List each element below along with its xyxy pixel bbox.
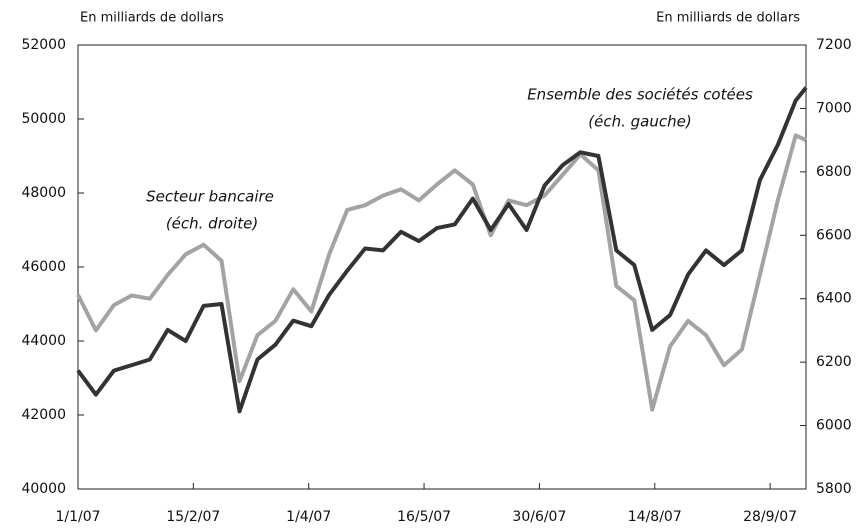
annotation: Secteur bancaire (146, 188, 274, 206)
x-tick-label: 30/6/07 (512, 509, 566, 525)
y2-tick-label: 7000 (816, 100, 852, 116)
y2-tick-label: 6200 (816, 354, 852, 370)
y-tick-label: 40000 (21, 481, 66, 497)
y-tick-label: 46000 (21, 259, 66, 275)
x-tick-label: 15/2/07 (166, 509, 220, 525)
y2-tick-label: 6000 (816, 418, 852, 434)
y-tick-label: 42000 (21, 407, 66, 423)
x-tick-label: 16/5/07 (397, 509, 451, 525)
annotation: (éch. gauche) (588, 113, 691, 131)
y2-tick-label: 5800 (816, 481, 852, 497)
y-tick-label: 44000 (21, 333, 66, 349)
y2-tick-label: 6400 (816, 291, 852, 307)
annotation: (éch. droite) (166, 215, 258, 233)
data-line (76, 133, 807, 412)
x-tick-label: 1/1/07 (55, 509, 100, 525)
y2-tick-label: 7200 (816, 37, 852, 53)
y2-tick-label: 6800 (816, 164, 852, 180)
x-tick-label: 28/9/07 (743, 509, 797, 525)
x-tick-label: 1/4/07 (286, 509, 331, 525)
y2-axis-label: En milliards de dollars (656, 11, 800, 26)
y2-tick-label: 6600 (816, 227, 852, 243)
y-tick-label: 48000 (21, 185, 66, 201)
y-tick-label: 52000 (21, 37, 66, 53)
plot-frame (77, 44, 807, 490)
y-tick-label: 50000 (21, 111, 66, 127)
data-line (76, 86, 808, 414)
y-axis-label: En milliards de dollars (80, 11, 224, 26)
x-tick-label: 14/8/07 (628, 509, 682, 525)
annotation: Ensemble des sociétés cotées (527, 86, 753, 104)
